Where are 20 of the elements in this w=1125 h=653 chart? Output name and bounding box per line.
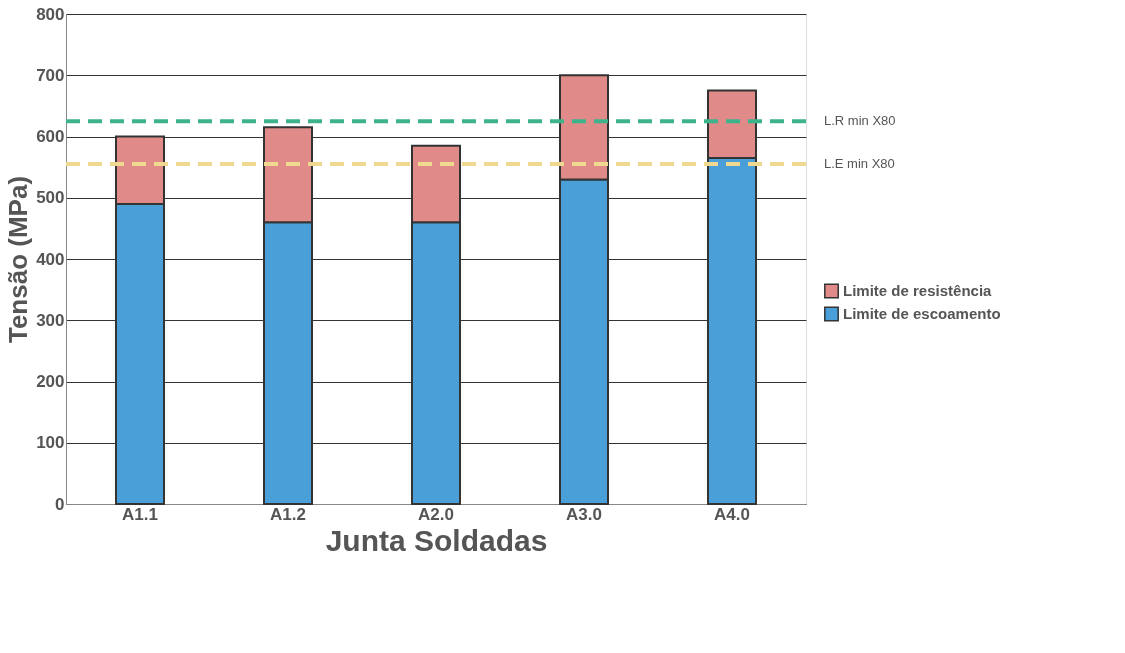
y-tick-label: 500	[36, 188, 65, 208]
y-tick-label: 0	[55, 494, 65, 514]
y-axis-title: Tensão (MPa)	[3, 175, 34, 344]
x-axis-title: Junta Soldadas	[325, 523, 548, 557]
legend-label: Limite de escoamento	[843, 305, 1001, 322]
ref-line-label: L.E min X80	[824, 156, 895, 172]
x-tick-label: A2.0	[418, 504, 454, 524]
y-tick-label: 400	[36, 249, 65, 269]
y-tick-label: 700	[36, 65, 65, 85]
y-tick-label: 300	[36, 310, 65, 330]
y-tick-label: 600	[36, 127, 65, 146]
x-tick-label: A1.2	[270, 504, 306, 524]
x-tick-label: A1.1	[122, 504, 158, 524]
x-tick-label: A3.0	[566, 504, 602, 524]
x-tick-label: A4.0	[714, 504, 750, 524]
y-tick-label: 800	[36, 4, 65, 24]
y-tick-label: 200	[36, 372, 65, 391]
legend-label: Limite de resistência	[843, 282, 993, 299]
y-tick-label: 100	[36, 433, 65, 453]
ref-line-label: L.R min X80	[824, 113, 896, 129]
